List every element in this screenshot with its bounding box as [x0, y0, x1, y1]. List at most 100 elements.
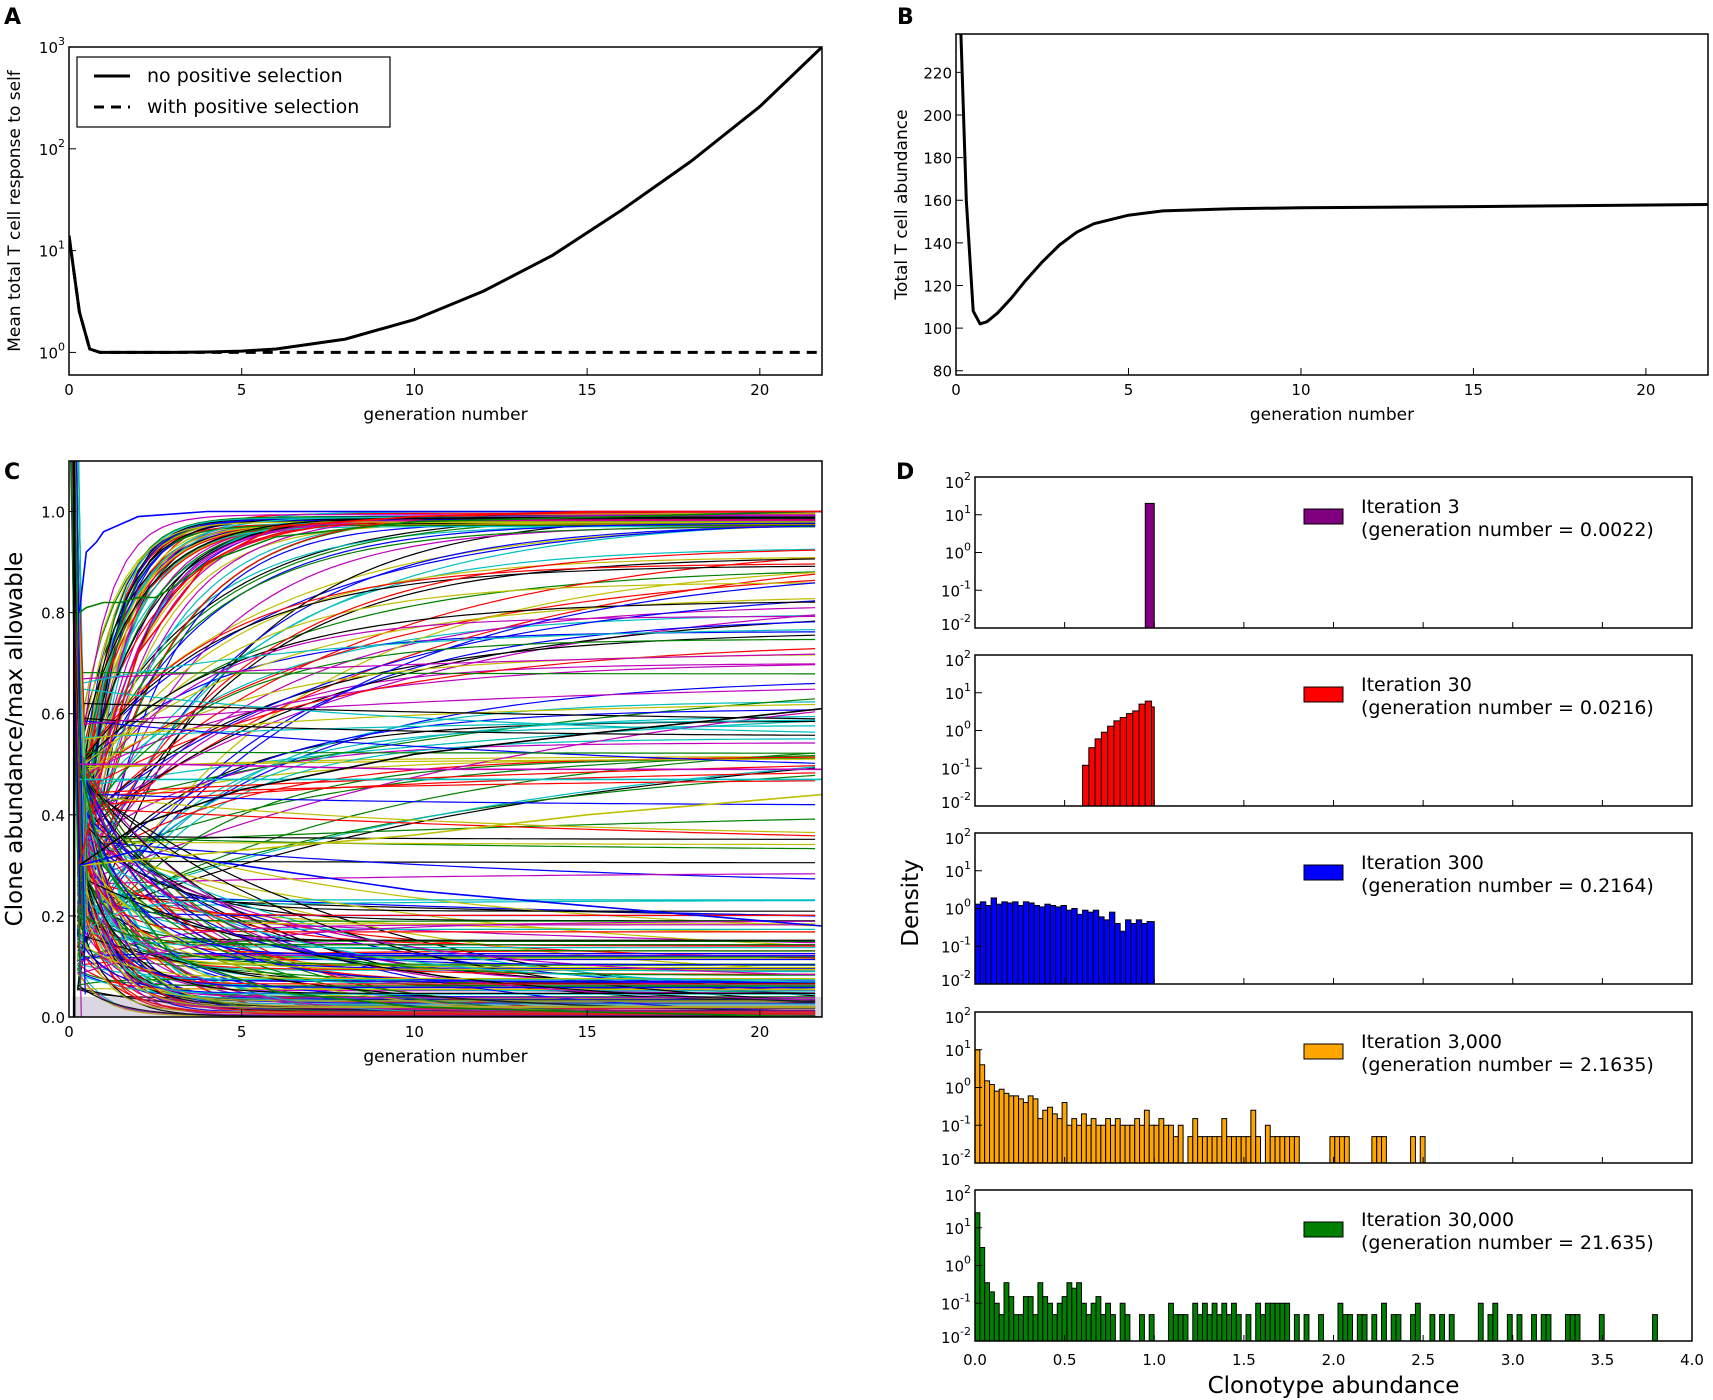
clone-trajectory-intermediate [77, 571, 816, 767]
histogram-bar [1018, 1098, 1024, 1164]
y-tick-label-exponent: 2 [964, 1183, 971, 1196]
histogram-bar [1003, 1092, 1010, 1164]
legend-subtitle: (generation number = 0.0216) [1361, 697, 1654, 719]
clone-trajectory-flat [77, 751, 816, 754]
histogram-bar [1055, 906, 1062, 985]
histogram-bar [998, 1314, 1005, 1342]
histogram-bar [1303, 1314, 1310, 1342]
x-tick-label: 0 [64, 1023, 74, 1041]
y-tick-label-base: 10 [941, 1295, 960, 1313]
histogram-bar [1094, 738, 1102, 807]
histogram-bar [1098, 916, 1105, 985]
histogram-bar [1337, 1302, 1344, 1342]
clone-trajectory-decaying [77, 821, 816, 995]
y-tick-label: 160 [923, 192, 952, 210]
x-tick-label: 1.5 [1232, 1351, 1256, 1369]
histogram-bar [1105, 1118, 1112, 1164]
histogram-bar [1095, 1296, 1102, 1342]
panel-letter-a: A [4, 5, 21, 30]
histogram-bar [1448, 1314, 1455, 1342]
series-line-with-positive-selection [69, 235, 822, 354]
histogram-bar [1390, 1314, 1397, 1342]
histogram-bar [1652, 1314, 1658, 1342]
histogram-bar [1318, 1314, 1324, 1342]
panel-c: 0 5 10 15 20 0.0 0.2 0.4 0.6 0.8 1.0 generation num… [2, 460, 823, 1067]
histogram-bar [1293, 1314, 1300, 1342]
x-tick-label: 10 [405, 1023, 424, 1041]
y-tick-label-exponent: 2 [58, 137, 65, 150]
x-tick-label: 15 [1464, 381, 1483, 399]
y-tick-label-base: 10 [945, 830, 964, 848]
histogram-bar [1163, 1124, 1170, 1164]
y-tick-label-base: 10 [945, 685, 964, 703]
y-tick-label: 10-2 [941, 612, 971, 634]
histogram-bar [1414, 1302, 1421, 1342]
legend-label: Iteration 3,000 [1361, 1031, 1502, 1053]
y-tick-label: 103 [39, 35, 65, 57]
histogram-bar [1182, 1314, 1189, 1342]
histogram-bar [1139, 1314, 1145, 1342]
histogram-bar [1071, 1118, 1078, 1164]
y-tick-label: 101 [39, 239, 65, 261]
legend-label: with positive selection [147, 96, 359, 118]
histogram-bar [1090, 1302, 1097, 1342]
legend-subtitle: (generation number = 0.0022) [1361, 519, 1654, 541]
clone-trajectory-decaying [77, 782, 816, 957]
y-tick-label-base: 10 [941, 1329, 960, 1347]
y-tick-label-base: 10 [941, 938, 960, 956]
histogram-bar [1032, 1098, 1039, 1164]
histogram-bar [1269, 1302, 1276, 1342]
x-tick-label: 10 [1291, 381, 1310, 399]
clone-trajectory-rising [77, 516, 816, 757]
clone-trajectory-intermediate [77, 638, 816, 832]
x-tick-label: 2.5 [1411, 1351, 1435, 1369]
histogram-bar [993, 1302, 1000, 1342]
x-tick-label: 10 [405, 381, 424, 399]
histogram-bar [1027, 1095, 1034, 1164]
histogram-bar [998, 1088, 1005, 1164]
y-axis-label: Density [898, 859, 924, 946]
clone-trajectory-intermediate [77, 752, 816, 927]
histogram-bar [1429, 1314, 1436, 1342]
histogram-bar [1107, 725, 1115, 807]
y-tick-label-exponent: 2 [964, 470, 971, 483]
clone-trajectory-decaying [77, 778, 816, 970]
histogram-bar [1082, 764, 1090, 807]
y-tick-label-exponent: -2 [960, 1147, 971, 1160]
clone-trajectory-decaying [77, 860, 816, 985]
legend-subtitle: (generation number = 21.635) [1361, 1232, 1654, 1254]
y-tick-label-base: 10 [941, 760, 960, 778]
y-tick-label-exponent: 0 [58, 340, 65, 353]
histogram-bar [1027, 1296, 1034, 1342]
histogram-bar [1134, 1118, 1141, 1164]
histogram-bar [1119, 1302, 1126, 1342]
histogram-bar [989, 1084, 995, 1164]
y-tick-label-exponent: 2 [964, 826, 971, 839]
y-tick-label-base: 10 [945, 545, 964, 563]
histogram-bar [1066, 1282, 1073, 1342]
x-axis-label: generation number [1250, 405, 1414, 425]
histogram-bar [1047, 1106, 1053, 1164]
histogram-bar [1130, 923, 1137, 985]
histogram-bar [1334, 1136, 1341, 1164]
clone-trajectory-flat [77, 794, 816, 834]
y-tick-label: 10-2 [941, 1147, 971, 1169]
clone-trajectory-flat [77, 818, 816, 845]
legend-swatch [1303, 1221, 1344, 1238]
clone-trajectory-decaying [77, 987, 816, 991]
clone-trajectory-intermediate [77, 601, 816, 769]
x-tick-label: 1.0 [1142, 1351, 1166, 1369]
y-tick-label: 0.6 [41, 706, 65, 724]
clone-trajectory-rising [77, 523, 816, 838]
legend-subtitle: (generation number = 0.2164) [1361, 875, 1654, 897]
histogram-bar [1211, 1136, 1218, 1164]
x-tick-label: 0.5 [1053, 1351, 1077, 1369]
y-tick-label: 10-2 [941, 1325, 971, 1347]
histogram-bar [1105, 1302, 1112, 1342]
y-tick-label-exponent: -2 [960, 1325, 971, 1338]
y-tick-label-base: 10 [945, 1009, 964, 1027]
histogram-bar [1342, 1314, 1349, 1342]
